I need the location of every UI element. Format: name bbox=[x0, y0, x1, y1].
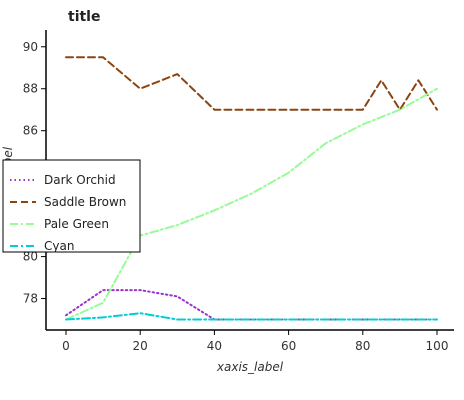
series-line-pale-green bbox=[65, 87, 438, 321]
series-line-cyan bbox=[65, 312, 438, 321]
series-line-saddle-brown bbox=[65, 56, 438, 111]
x-tick-label: 80 bbox=[355, 339, 370, 353]
chart-title: title bbox=[68, 9, 100, 25]
x-tick-label: 100 bbox=[426, 339, 449, 353]
x-tick-label: 0 bbox=[62, 339, 70, 353]
y-tick-label: 88 bbox=[23, 82, 38, 96]
series-lines bbox=[65, 56, 438, 321]
legend-label: Saddle Brown bbox=[44, 195, 126, 209]
y-tick-label: 78 bbox=[23, 292, 38, 306]
y-tick-label: 90 bbox=[23, 40, 38, 54]
x-tick-label: 40 bbox=[207, 339, 222, 353]
x-tick-label: 60 bbox=[281, 339, 296, 353]
y-tick-label: 86 bbox=[23, 124, 38, 138]
x-axis-title: xaxis_label bbox=[216, 360, 284, 374]
x-ticks: 0 20 40 60 80 100 bbox=[62, 330, 448, 353]
legend-box bbox=[2, 159, 141, 253]
x-tick-label: 20 bbox=[133, 339, 148, 353]
legend-label: Pale Green bbox=[44, 217, 109, 231]
legend-label: Cyan bbox=[44, 239, 74, 253]
y-tick-label: 80 bbox=[23, 250, 38, 264]
legend: Dark Orchid Saddle Brown Pale Green Cyan bbox=[2, 159, 141, 253]
legend-label: Dark Orchid bbox=[44, 173, 116, 187]
